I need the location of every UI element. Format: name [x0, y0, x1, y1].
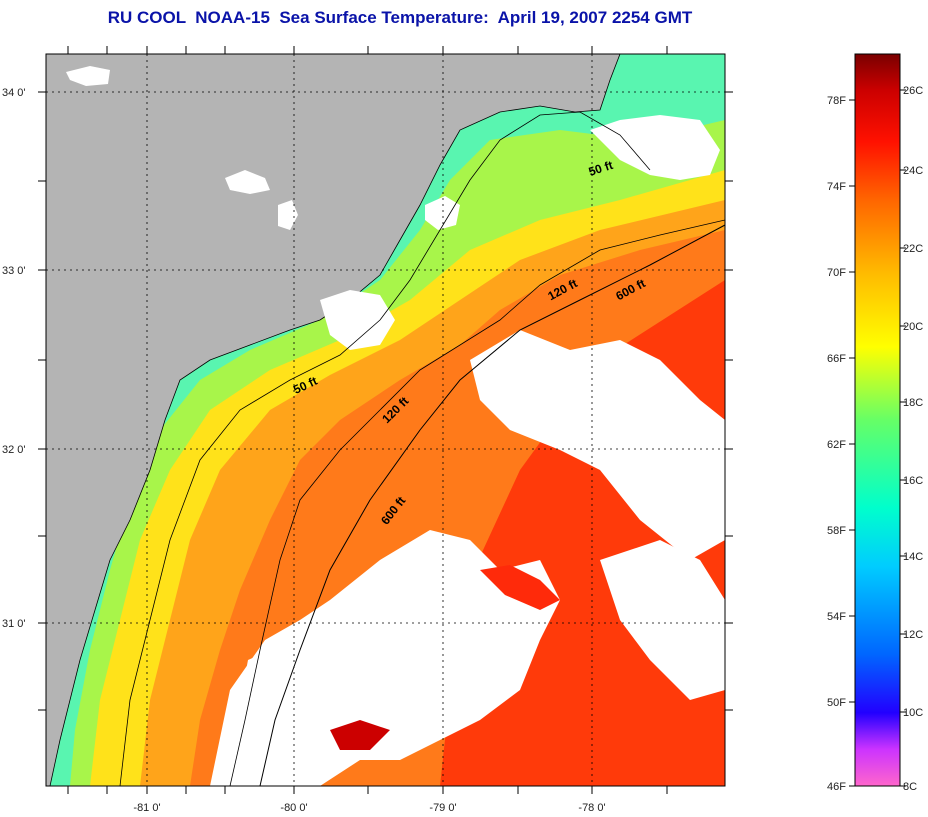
lon-label-79: -79 0' [429, 802, 456, 814]
colorbar-label-70f: 70F [827, 267, 846, 279]
colorbar-label-74f: 74F [827, 181, 846, 193]
cloud-cover [66, 66, 725, 786]
map-frame [45, 53, 726, 787]
colorbar-label-62f: 62F [827, 439, 846, 451]
colorbar-label-46f: 46F [827, 781, 846, 793]
colorbar-label-8c: 8C [903, 781, 917, 793]
colorbar-ticks [849, 89, 906, 787]
colorbar-label-54f: 54F [827, 611, 846, 623]
colorbar-label-10c: 10C [903, 707, 923, 719]
colorbar-label-22c: 22C [903, 243, 923, 255]
lon-label-80: -80 0' [280, 802, 307, 814]
land-mass [46, 54, 621, 786]
lon-label-81: -81 0' [133, 802, 160, 814]
depth-contour-120ft [229, 219, 725, 786]
colorbar-label-50f: 50F [827, 697, 846, 709]
colorbar-label-16c: 16C [903, 475, 923, 487]
colorbar-label-24c: 24C [903, 165, 923, 177]
graticule [46, 54, 725, 786]
axis-ticks [38, 46, 733, 794]
colorbar-label-14c: 14C [903, 551, 923, 563]
lon-label-78: -78 0' [578, 802, 605, 814]
colorbar-gradient [854, 53, 901, 787]
lat-label-33: 33 0' [2, 265, 26, 277]
lat-label-31: 31 0' [2, 618, 26, 630]
colorbar-label-26c: 26C [903, 85, 923, 97]
lat-label-34: 34 0' [2, 87, 26, 99]
lat-label-32: 32 0' [2, 444, 26, 456]
map-area: 50 ft 120 ft 600 ft 50 ft 120 ft 600 ft [46, 54, 725, 786]
depth-contour-600ft [259, 224, 725, 786]
colorbar-label-58f: 58F [827, 525, 846, 537]
colorbar-label-12c: 12C [903, 629, 923, 641]
depth-contour-50ft [119, 111, 651, 786]
colorbar-label-20c: 20C [903, 321, 923, 333]
colorbar: 78F 74F 70F 66F 62F 58F 54F 50F 46F 26C … [827, 53, 923, 793]
colorbar-label-18c: 18C [903, 397, 923, 409]
colorbar-label-66f: 66F [827, 353, 846, 365]
warm-patch [480, 565, 560, 610]
warm-core-patch [330, 720, 390, 750]
colorbar-label-78f: 78F [827, 95, 846, 107]
map-title: RU COOL NOAA-15 Sea Surface Temperature:… [107, 8, 693, 27]
